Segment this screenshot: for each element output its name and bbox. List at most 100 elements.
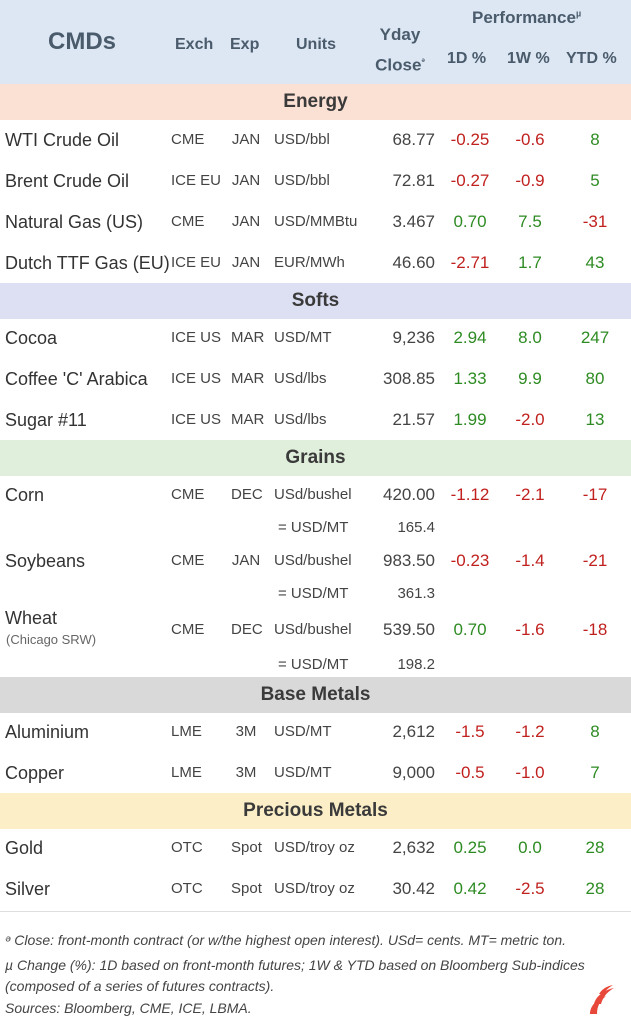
header-exch: Exch [175,36,214,53]
expiry: MAR [231,329,265,346]
table-row: Corn CME DEC USd/bushel 420.00 -1.12 -2.… [0,475,631,515]
footnote-sources: Sources: Bloomberg, CME, ICE, LBMA. [5,1000,252,1016]
expiry: MAR [231,411,265,428]
expiry: 3M [235,764,257,781]
header-performance: Performanceµ [472,8,581,28]
change-1w: 1.7 [518,253,542,272]
header-1d: 1D % [447,50,487,67]
header-title: CMDs [48,28,117,55]
change-1d: -2.71 [450,253,490,272]
table-row: Dutch TTF Gas (EU) ICE EU JAN EUR/MWh 46… [0,243,631,283]
change-1w: -2.0 [515,410,545,429]
commodity-name: Corn [5,485,45,505]
change-1d: -1.12 [450,485,490,504]
change-1w: -0.9 [515,171,545,190]
yday-close: 539.50 [383,620,435,639]
table-row: Coffee 'C' Arabica ICE US MAR USd/lbs 30… [0,359,631,399]
change-1d: 0.42 [453,879,487,898]
yday-close: 983.50 [383,551,435,570]
units: USD/bbl [274,131,330,148]
change-1w: -1.2 [515,722,545,741]
conversion-value: 165.4 [397,519,435,536]
table-row: Sugar #11 ICE US MAR USd/lbs 21.57 1.99 … [0,400,631,440]
expiry: JAN [231,552,261,569]
flame-logo-icon [590,985,614,1014]
change-ytd: 247 [580,328,610,347]
section-base-metals: Base Metals [0,677,631,713]
yday-close: 3.467 [392,212,435,231]
table-row: Aluminium LME 3M USD/MT 2,612 -1.5 -1.2 … [0,712,631,752]
header-1w: 1W % [507,50,550,67]
expiry: 3M [235,723,257,740]
change-1d: 1.33 [453,369,487,388]
table-row: Silver OTC Spot USD/troy oz 30.42 0.42 -… [0,869,631,909]
expiry: Spot [231,880,262,897]
change-ytd: -21 [582,551,608,570]
header-yday-line2: Close [375,55,422,75]
exchange: CME [171,486,205,503]
commodity-name: WTI Crude Oil [5,130,120,150]
change-ytd: 43 [585,253,605,272]
yday-close: 9,236 [392,328,435,347]
metric-conversion-row: = USD/MT 198.2 [0,651,631,679]
change-1w: 9.9 [518,369,542,388]
units: USd/lbs [274,411,327,428]
exchange: ICE US [171,370,222,387]
yday-close: 2,612 [392,722,435,741]
units: EUR/MWh [274,254,345,271]
change-ytd: 28 [585,838,605,857]
commodity-name: Silver [5,879,51,899]
conversion-value: 198.2 [397,656,435,673]
commodity-note: (Chicago SRW) [6,632,97,647]
change-1d: 0.25 [453,838,487,857]
yday-close: 420.00 [383,485,435,504]
commodity-name: Coffee 'C' Arabica [5,369,148,389]
expiry: DEC [231,486,263,503]
change-1d: -0.25 [450,130,490,149]
units: USD/troy oz [274,880,355,897]
commodity-name: Soybeans [5,551,86,571]
change-ytd: 5 [590,171,600,190]
conversion-label: = USD/MT [278,519,349,536]
yday-close: 46.60 [392,253,435,272]
yday-close: 68.77 [392,130,435,149]
change-1w: 7.5 [518,212,542,231]
exchange: CME [171,621,205,638]
section-energy: Energy [0,84,631,120]
units: USD/bbl [274,172,330,189]
commodity-name: Wheat [5,608,58,628]
change-1w: -2.5 [515,879,545,898]
table-row: Natural Gas (US) CME JAN USD/MMBtu 3.467… [0,202,631,242]
table-header: CMDs Exch Exp Units Yday Closeᵊ Performa… [0,0,631,84]
footnote-close: ᵊ Close: front-month contract (or w/the … [5,932,566,948]
change-1w: -0.6 [515,130,545,149]
change-ytd: 7 [590,763,600,782]
change-1w: -2.1 [515,485,545,504]
table-row: Brent Crude Oil ICE EU JAN USD/bbl 72.81… [0,161,631,201]
commodity-name: Sugar #11 [5,410,87,430]
units: USD/MT [274,764,332,781]
conversion-value: 361.3 [397,585,435,602]
commodity-name: Gold [5,838,44,858]
header-performance-label: Performance [472,8,576,27]
units: USd/bushel [274,621,352,638]
commodity-name: Dutch TTF Gas (EU) [5,253,170,273]
exchange: ICE EU [171,254,222,271]
conversion-label: = USD/MT [278,656,349,673]
footer-divider [0,911,631,912]
exchange: ICE US [171,329,222,346]
exchange: OTC [171,880,203,897]
change-1w: -1.6 [515,620,545,639]
change-ytd: 13 [585,410,605,429]
header-units: Units [296,36,336,53]
change-1d: 0.70 [453,212,487,231]
table-row: Soybeans CME JAN USd/bushel 983.50 -0.23… [0,541,631,581]
change-ytd: -31 [582,212,608,231]
exchange: CME [171,213,205,230]
yday-close: 308.85 [383,369,435,388]
yday-close: 9,000 [392,763,435,782]
change-ytd: 80 [585,369,605,388]
commodity-name: Copper [5,763,65,783]
metric-conversion-row: = USD/MT 165.4 [0,514,631,542]
change-ytd: 28 [585,879,605,898]
